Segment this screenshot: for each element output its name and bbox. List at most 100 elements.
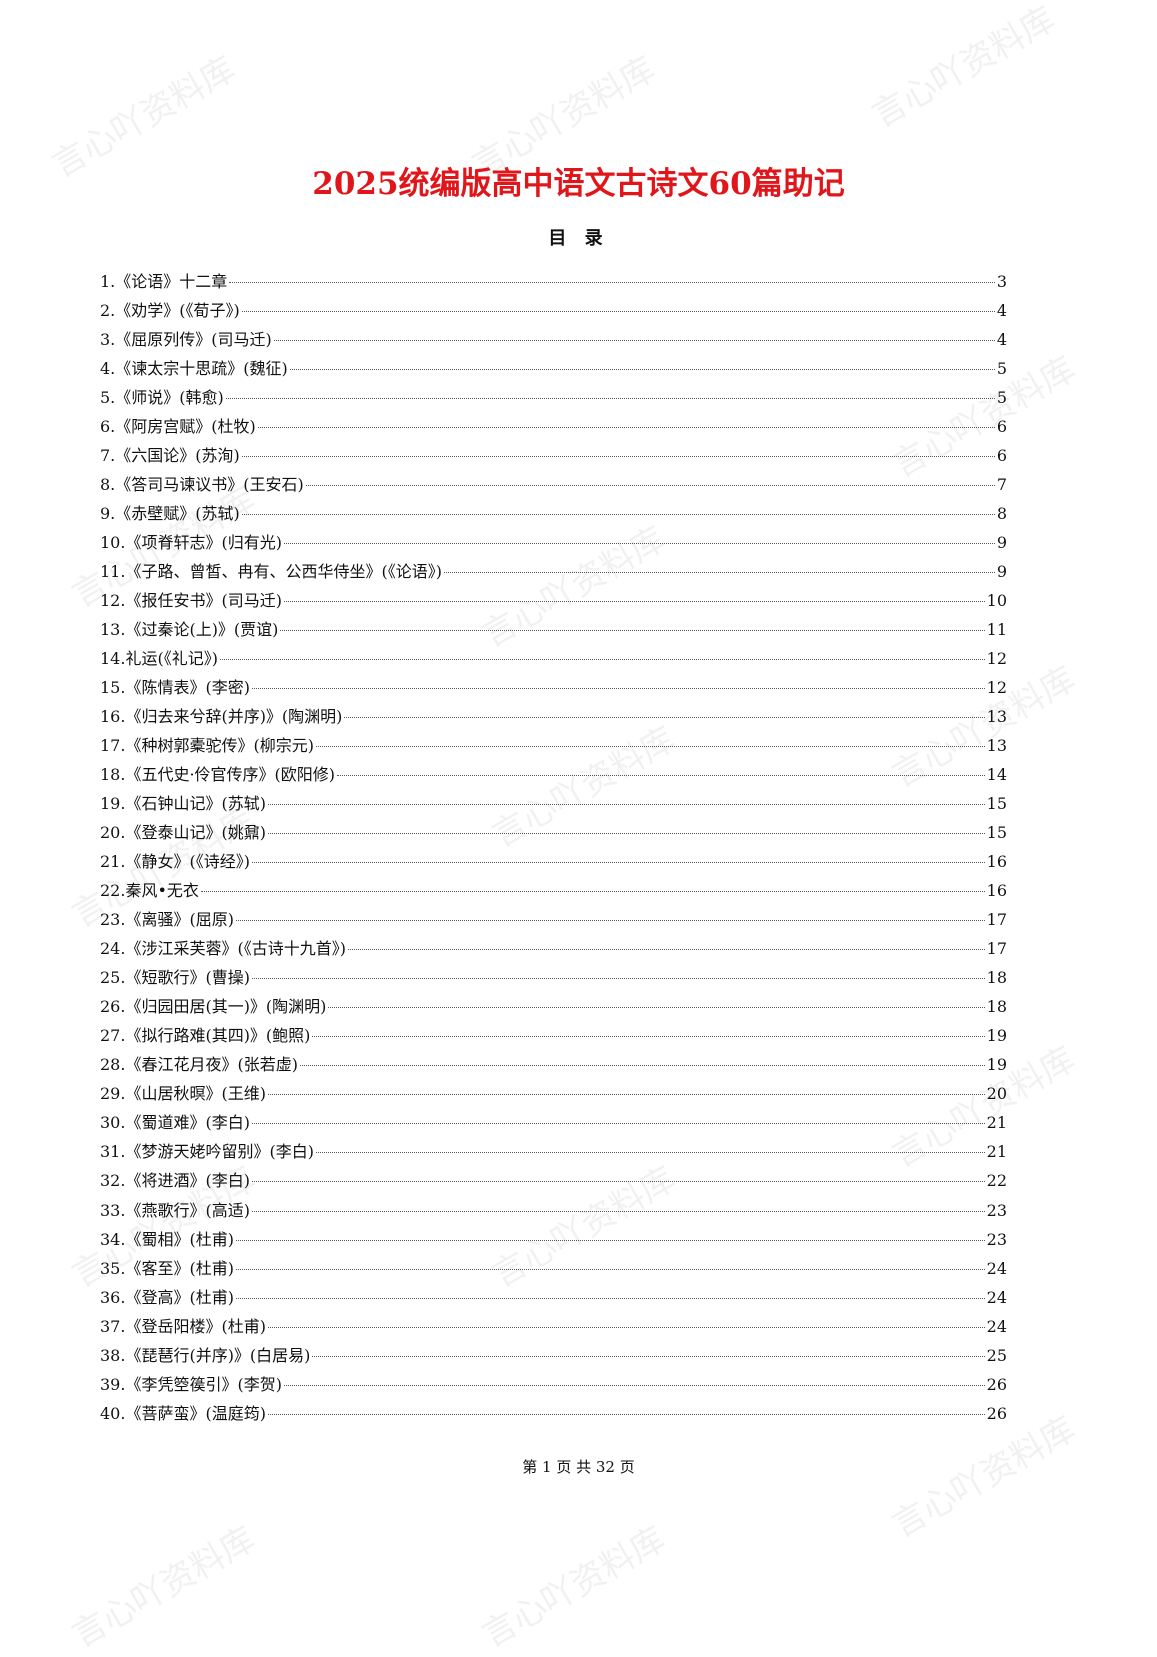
toc-entry[interactable]: 17.《种树郭橐驼传》(柳宗元) 13 <box>100 732 1007 761</box>
toc-entry[interactable]: 10.《项脊轩志》(归有光) 9 <box>100 529 1007 558</box>
dot-leader <box>344 717 985 719</box>
toc-entry-title: 19.《石钟山记》(苏轼) <box>100 794 266 814</box>
toc-entry-page: 11 <box>986 620 1007 640</box>
dot-leader <box>283 1384 985 1386</box>
dot-leader <box>283 601 985 603</box>
toc-entry-title: 26.《归园田居(其一)》(陶渊明) <box>100 997 327 1017</box>
toc-entry[interactable]: 31.《梦游天姥吟留别》(李白) 21 <box>100 1138 1007 1167</box>
toc-entry-title: 39.《李凭箜篌引》(李贺) <box>100 1374 282 1394</box>
toc-entry[interactable]: 8.《答司马谏议书》(王安石) 7 <box>100 471 1007 500</box>
toc-entry-title: 34.《蜀相》(杜甫) <box>100 1229 234 1249</box>
toc-entry[interactable]: 37.《登岳阳楼》(杜甫) 24 <box>100 1313 1007 1342</box>
toc-entry-page: 12 <box>986 649 1007 669</box>
toc-entry[interactable]: 12.《报任安书》(司马迁) 10 <box>100 587 1007 616</box>
toc-entry-title: 2.《劝学》(《荀子》) <box>100 301 240 321</box>
toc-entry-page: 26 <box>986 1403 1007 1423</box>
watermark-text: 言心吖资料库 <box>65 1519 263 1656</box>
toc-entry-title: 15.《陈情表》(李密) <box>100 678 250 698</box>
toc-entry[interactable]: 1.《论语》十二章 3 <box>100 268 1007 297</box>
toc-entry-title: 38.《琵琶行(并序)》(白居易) <box>100 1345 311 1365</box>
toc-entry[interactable]: 6.《阿房宫赋》(杜牧) 6 <box>100 413 1007 442</box>
toc-entry-page: 20 <box>986 1084 1007 1104</box>
toc-entry[interactable]: 19.《石钟山记》(苏轼) 15 <box>100 790 1007 819</box>
toc-entry[interactable]: 2.《劝学》(《荀子》) 4 <box>100 297 1007 326</box>
toc-entry[interactable]: 26.《归园田居(其一)》(陶渊明) 18 <box>100 993 1007 1022</box>
toc-entry-title: 28.《春江花月夜》(张若虚) <box>100 1055 298 1075</box>
toc-entry-page: 6 <box>996 417 1007 437</box>
toc-entry[interactable]: 28.《春江花月夜》(张若虚) 19 <box>100 1051 1007 1080</box>
toc-entry-page: 17 <box>986 939 1007 959</box>
toc-entry[interactable]: 21.《静女》(《诗经》) 16 <box>100 848 1007 877</box>
toc-entry-page: 17 <box>986 910 1007 930</box>
toc-entry[interactable]: 7.《六国论》(苏洵) 6 <box>100 442 1007 471</box>
toc-entry-title: 27.《拟行路难(其四)》(鲍照) <box>100 1026 311 1046</box>
toc-entry[interactable]: 24.《涉江采芙蓉》(《古诗十九首》) 17 <box>100 935 1007 964</box>
toc-entry[interactable]: 9.《赤壁赋》(苏轼) 8 <box>100 500 1007 529</box>
toc-entry-page: 9 <box>996 533 1007 553</box>
page-footer: 第 1 页 共 32 页 <box>522 1458 635 1476</box>
toc-entry-page: 15 <box>986 823 1007 843</box>
toc-entry[interactable]: 3.《屈原列传》(司马迁) 4 <box>100 326 1007 355</box>
toc-entry[interactable]: 13.《过秦论(上)》(贾谊) 11 <box>100 616 1007 645</box>
toc-entry[interactable]: 22.秦风•无衣 16 <box>100 877 1007 906</box>
toc-entry-title: 13.《过秦论(上)》(贾谊) <box>100 620 279 640</box>
toc-entry-page: 3 <box>996 272 1007 291</box>
toc-entry[interactable]: 14.礼运(《礼记》) 12 <box>100 645 1007 674</box>
toc-entry[interactable]: 38.《琵琶行(并序)》(白居易) 25 <box>100 1342 1007 1371</box>
toc-entry-title: 30.《蜀道难》(李白) <box>100 1113 250 1133</box>
toc-entry[interactable]: 27.《拟行路难(其四)》(鲍照) 19 <box>100 1022 1007 1051</box>
dot-leader <box>235 1239 985 1241</box>
toc-entry[interactable]: 18.《五代史·伶官传序》(欧阳修) 14 <box>100 761 1007 790</box>
toc-entry[interactable]: 40.《菩萨蛮》(温庭筠) 26 <box>100 1400 1007 1429</box>
dot-leader <box>280 630 985 632</box>
toc-entry-title: 29.《山居秋暝》(王维) <box>100 1084 266 1104</box>
toc-entry-page: 14 <box>986 765 1007 785</box>
dot-leader <box>328 1007 985 1009</box>
toc-entry-page: 19 <box>986 1055 1007 1075</box>
toc-entry-page: 21 <box>986 1113 1007 1133</box>
toc-entry-title: 36.《登高》(杜甫) <box>100 1287 234 1307</box>
toc-entry[interactable]: 15.《陈情表》(李密) 12 <box>100 674 1007 703</box>
toc-entry-title: 35.《客至》(杜甫) <box>100 1258 234 1278</box>
toc-entry[interactable]: 16.《归去来兮辞(并序)》(陶渊明) 13 <box>100 703 1007 732</box>
toc-entry-page: 25 <box>986 1345 1007 1365</box>
toc-entry[interactable]: 29.《山居秋暝》(王维) 20 <box>100 1080 1007 1109</box>
toc-entry-title: 37.《登岳阳楼》(杜甫) <box>100 1316 266 1336</box>
toc-entry-title: 8.《答司马谏议书》(王安石) <box>100 475 304 495</box>
toc-entry[interactable]: 20.《登泰山记》(姚鼐) 15 <box>100 819 1007 848</box>
watermark-text: 言心吖资料库 <box>865 0 1063 136</box>
dot-leader <box>251 978 985 980</box>
dot-leader <box>273 340 995 342</box>
toc-entry-page: 18 <box>986 968 1007 988</box>
toc-entry-title: 22.秦风•无衣 <box>100 881 199 901</box>
toc-entry[interactable]: 4.《谏太宗十思疏》(魏征) 5 <box>100 355 1007 384</box>
toc-heading: 目 录 <box>548 228 609 249</box>
toc-entry[interactable]: 5.《师说》(韩愈) 5 <box>100 384 1007 413</box>
toc-entry[interactable]: 30.《蜀道难》(李白) 21 <box>100 1109 1007 1138</box>
dot-leader <box>200 891 985 893</box>
toc-entry[interactable]: 33.《燕歌行》(高适) 23 <box>100 1197 1007 1226</box>
dot-leader <box>267 1326 985 1328</box>
toc-entry[interactable]: 35.《客至》(杜甫) 24 <box>100 1255 1007 1284</box>
dot-leader <box>235 920 985 922</box>
toc-entry[interactable]: 25.《短歌行》(曹操) 18 <box>100 964 1007 993</box>
toc-entry-page: 4 <box>996 330 1007 350</box>
toc-entry-page: 23 <box>986 1200 1007 1220</box>
toc-entry[interactable]: 11.《子路、曾皙、冉有、公西华侍坐》(《论语》) 9 <box>100 558 1007 587</box>
toc-entry[interactable]: 34.《蜀相》(杜甫) 23 <box>100 1226 1007 1255</box>
toc-entry[interactable]: 39.《李凭箜篌引》(李贺) 26 <box>100 1371 1007 1400</box>
dot-leader <box>267 1413 985 1415</box>
toc-entry-title: 7.《六国论》(苏洵) <box>100 446 240 466</box>
toc-entry[interactable]: 36.《登高》(杜甫) 24 <box>100 1284 1007 1313</box>
toc-entry[interactable]: 32.《将进酒》(李白) 22 <box>100 1167 1007 1196</box>
dot-leader <box>315 1152 985 1154</box>
dot-leader <box>337 775 985 777</box>
toc-entry-title: 24.《涉江采芙蓉》(《古诗十九首》) <box>100 939 346 959</box>
dot-leader <box>267 833 985 835</box>
toc-entry-page: 5 <box>996 388 1007 408</box>
watermark-text: 言心吖资料库 <box>475 1519 673 1656</box>
toc-entry-page: 8 <box>996 504 1007 524</box>
toc-entry[interactable]: 23.《离骚》(屈原) 17 <box>100 906 1007 935</box>
dot-leader <box>299 1065 985 1067</box>
dot-leader <box>289 369 995 371</box>
